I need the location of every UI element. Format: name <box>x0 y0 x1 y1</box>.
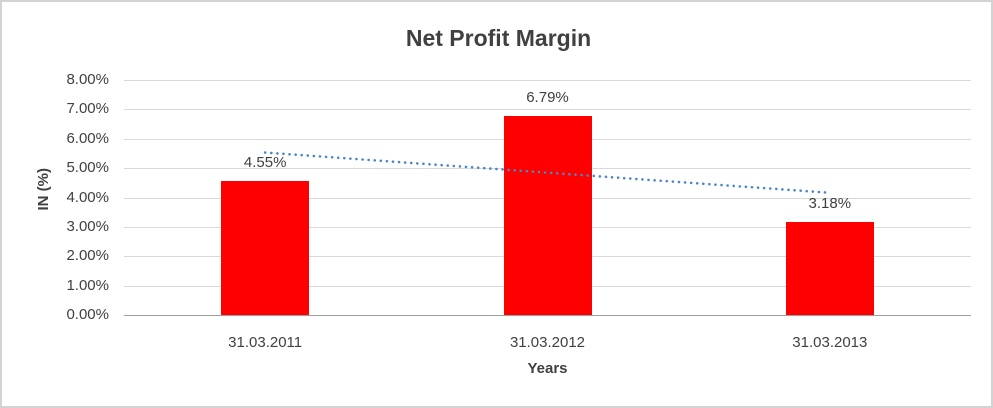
chart-title: Net Profit Margin <box>405 25 592 51</box>
gridline <box>124 80 971 81</box>
x-axis-title: Years <box>527 360 568 377</box>
bar-data-label: 6.79% <box>526 88 569 106</box>
y-tick-label: 5.00% <box>66 159 109 177</box>
bar-data-label: 4.55% <box>243 154 287 172</box>
y-tick-label: 6.00% <box>66 129 109 147</box>
gridline <box>124 109 971 111</box>
x-tick-label: 31.03.2011 <box>228 334 303 351</box>
y-tick-label: 4.00% <box>66 188 109 206</box>
y-tick-label: 2.00% <box>66 247 109 265</box>
y-tick-label: 1.00% <box>66 276 109 294</box>
bar-data-label: 3.18% <box>808 194 852 212</box>
bar-31.03.2013 <box>785 221 874 315</box>
trendline-path <box>263 151 832 195</box>
x-tick-label: 31.03.2013 <box>792 334 868 351</box>
bar-31.03.2011 <box>221 181 310 315</box>
x-axis-line <box>124 315 971 316</box>
plot-area: 4.55% 6.79% 3.18% <box>124 80 971 316</box>
x-tick-label: 31.03.2012 <box>509 334 586 351</box>
y-tick-label: 8.00% <box>66 71 109 88</box>
y-tick-label: 0.00% <box>66 306 109 323</box>
y-tick-label: 7.00% <box>66 100 109 118</box>
bar-31.03.2012 <box>503 115 592 315</box>
y-tick-label: 3.00% <box>66 217 109 235</box>
